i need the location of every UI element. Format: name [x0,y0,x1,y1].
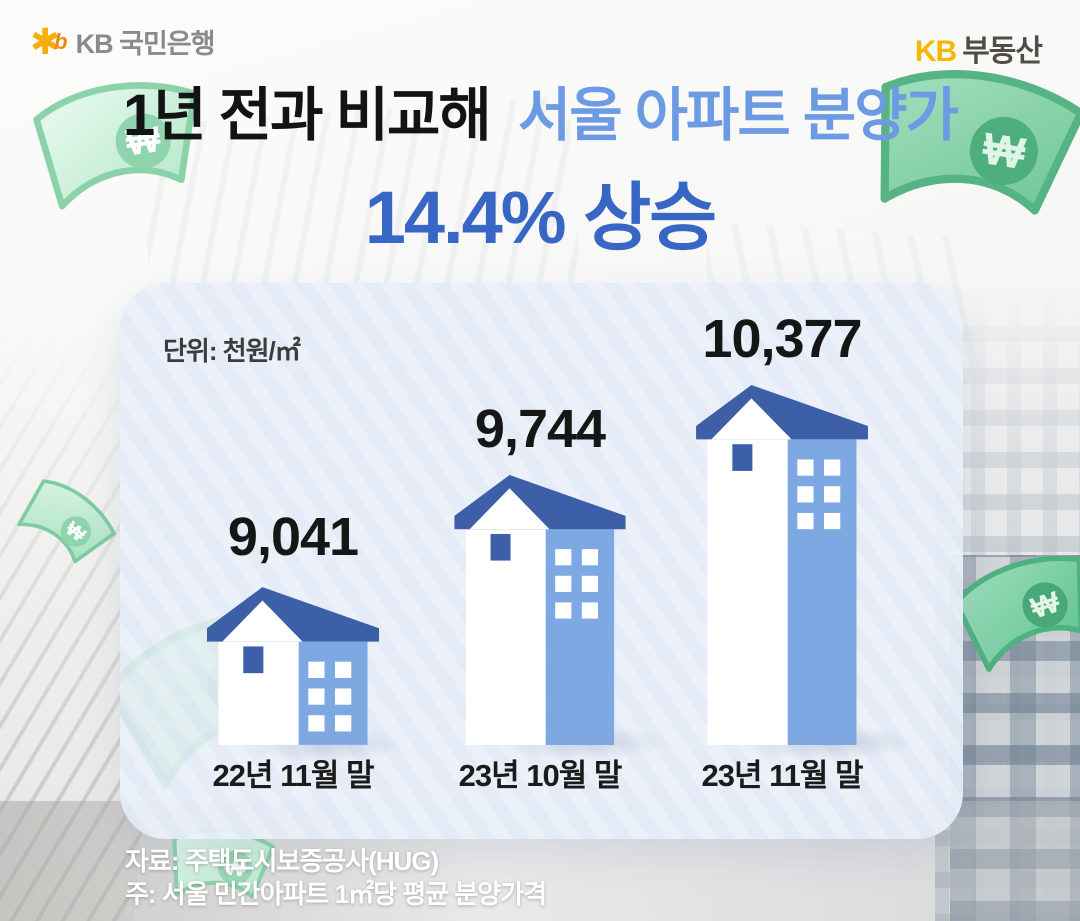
source-note: 자료: 주택도시보증공사(HUG) [125,846,439,876]
won-symbol: ₩ [979,124,1029,179]
won-circle [218,850,253,885]
star-glyph: ✱ [30,20,61,62]
bar-value-label: 9,744 [474,399,606,459]
won-banknote-icon: ₩ [880,70,1080,215]
house-attic-window [243,646,264,674]
house-attic-window [732,444,753,471]
house-body-white [707,439,788,745]
title-black-part: 1년 전과 비교해 [123,83,492,148]
house-body-blue [787,439,857,745]
won-circle [1022,582,1068,628]
won-banknote-icon: ₩ [953,555,1080,672]
house-gable [711,398,792,440]
page-title: 1년 전과 비교해 서울 아파트 분양가 [0,84,1080,148]
won-banknote-icon: ₩ [33,82,198,210]
bar-category-label: 22년 11월 말 [212,758,374,793]
method-note: 주: 서울 민간아파트 1㎡당 평균 분양가격 [125,879,547,909]
won-circle [60,516,91,547]
star-b-glyph: b [54,28,68,54]
title-emphasis: 14.4% 상승 [364,176,718,259]
bar-category-label: 23년 10월 말 [458,758,623,793]
kb-realestate-logo: KB 부동산 [914,26,1043,70]
won-symbol: ₩ [223,854,247,881]
title-blue-part: 서울 아파트 분양가 [517,83,959,148]
won-symbol: ₩ [123,118,163,163]
house-bar-icon [454,475,626,745]
kb-kookmin-label: KB 국민은행 [75,29,216,59]
house-windows [797,459,841,530]
won-circle [969,116,1038,185]
kb-realestate-label: 부동산 [962,35,1043,68]
house-windows [555,549,598,619]
bar-value-label: 10,377 [702,309,862,369]
house-bar-icon [696,385,868,745]
house-gable [222,600,303,642]
footer: 자료: 주택도시보증공사(HUG) 주: 서울 민간아파트 1㎡당 평균 분양가… [125,845,547,911]
unit-label: 단위: 천원/㎡ [163,336,301,366]
bar-value-label: 9,041 [227,507,359,567]
house-attic-window [490,533,511,561]
kb-star-icon: ✱ [30,20,61,62]
house-body-white [465,529,546,745]
house-gable [469,488,550,530]
kb-realestate-kb: KB [914,35,957,68]
kb-kookmin-logo: ✱ b KB 국민은행 [30,20,216,62]
won-banknote-icon: ₩ [17,479,116,564]
house-windows [308,661,352,732]
house-bar-icon [207,587,379,745]
won-circle [115,113,171,169]
bar-category-label: 23년 11월 말 [701,758,863,793]
